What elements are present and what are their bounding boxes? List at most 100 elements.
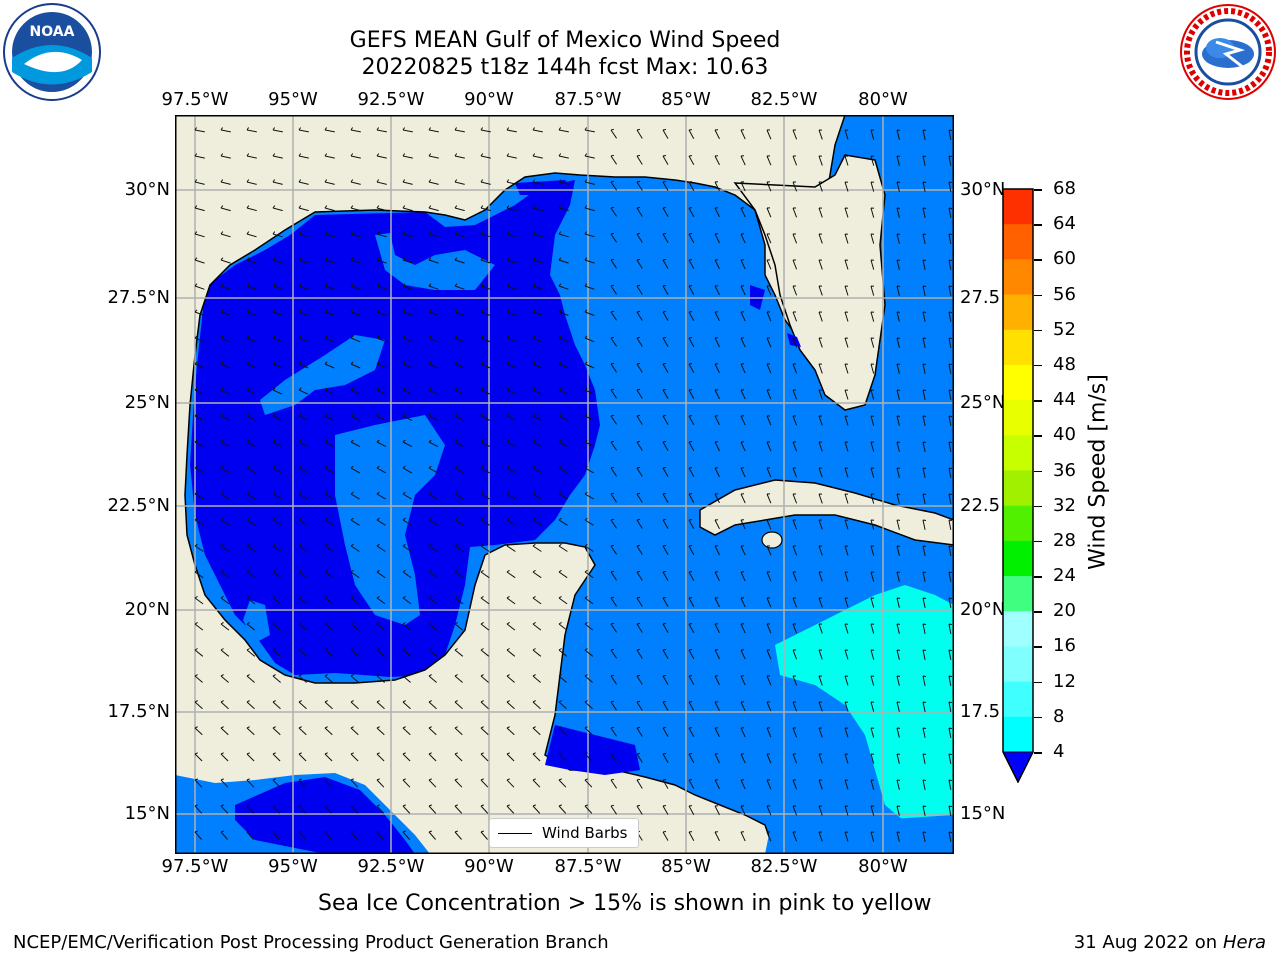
wind-barb bbox=[766, 571, 772, 582]
wind-barb-flag bbox=[350, 127, 354, 131]
wind-barb bbox=[402, 675, 411, 683]
wind-barb-flag bbox=[584, 648, 588, 651]
wind-barb bbox=[818, 441, 823, 452]
wind-barb bbox=[324, 545, 334, 552]
lon-tick-bottom: 92.5°W bbox=[357, 856, 425, 877]
wind-barb bbox=[532, 467, 542, 474]
wind-barb bbox=[714, 545, 720, 556]
wind-barb-flag bbox=[948, 493, 953, 496]
wind-barb bbox=[298, 727, 307, 736]
wind-barb bbox=[298, 259, 309, 264]
wind-barb bbox=[454, 701, 463, 710]
wind-barb bbox=[844, 753, 849, 764]
wind-barb-flag bbox=[506, 127, 510, 131]
wind-barb-flag bbox=[454, 153, 458, 157]
wind-barb-flag bbox=[662, 285, 667, 287]
wind-barb-flag bbox=[376, 621, 380, 625]
wind-barb bbox=[610, 363, 618, 373]
wind-barb-flag bbox=[194, 205, 198, 209]
wind-barb-flag bbox=[948, 831, 953, 834]
wind-barb bbox=[870, 285, 875, 296]
wind-barb bbox=[454, 831, 462, 840]
lon-tick-bottom: 80°W bbox=[858, 856, 908, 877]
wind-barb-flag bbox=[402, 309, 406, 313]
wind-barb bbox=[688, 181, 695, 192]
wind-barb-flag bbox=[324, 830, 328, 833]
wind-barb-flag bbox=[402, 830, 406, 833]
wind-barb-flag bbox=[558, 179, 562, 183]
wind-barb-flag bbox=[454, 335, 458, 339]
wind-barb bbox=[402, 779, 411, 788]
wind-barb bbox=[610, 649, 618, 659]
colorbar-tick-mark bbox=[1034, 364, 1042, 367]
wind-barb-flag bbox=[272, 804, 276, 807]
wind-barb-flag bbox=[948, 597, 953, 600]
wind-barb bbox=[194, 597, 204, 605]
wind-barb bbox=[558, 467, 568, 474]
wind-barb bbox=[792, 701, 798, 712]
wind-barb bbox=[636, 285, 643, 295]
wind-barb bbox=[818, 701, 823, 712]
wind-barb bbox=[844, 701, 849, 712]
wind-barb-flag bbox=[948, 623, 953, 626]
wind-barb bbox=[246, 805, 255, 814]
wind-barb bbox=[714, 155, 720, 166]
wind-barb bbox=[454, 207, 465, 212]
wind-barb-flag bbox=[610, 180, 615, 183]
wind-barb-flag bbox=[480, 179, 484, 183]
wind-barb-flag bbox=[636, 440, 641, 443]
wind-barb bbox=[194, 415, 205, 421]
wind-barb-flag bbox=[922, 727, 927, 729]
wind-barb-flag bbox=[246, 127, 250, 131]
wind-barb bbox=[194, 545, 204, 552]
wind-barb bbox=[714, 259, 720, 270]
wind-barb bbox=[402, 181, 413, 185]
lon-tick-top: 90°W bbox=[464, 89, 514, 110]
wind-barb-flag bbox=[324, 804, 328, 807]
wind-barb bbox=[636, 129, 643, 139]
wind-barb-flag bbox=[532, 205, 536, 209]
wind-barb-flag bbox=[922, 285, 927, 287]
wind-barb-flag bbox=[402, 231, 406, 235]
wind-barb bbox=[662, 493, 669, 503]
wind-barb bbox=[792, 337, 798, 348]
wind-barb bbox=[922, 623, 926, 634]
wind-barb bbox=[922, 285, 926, 296]
wind-barb bbox=[766, 467, 772, 478]
wind-barb-flag bbox=[194, 674, 198, 677]
wind-barb bbox=[844, 233, 849, 244]
wind-barb bbox=[792, 727, 798, 738]
wind-barb bbox=[792, 753, 798, 764]
wind-barb bbox=[610, 129, 618, 139]
wind-barb bbox=[220, 181, 231, 185]
wind-barb bbox=[948, 181, 952, 192]
wind-barb bbox=[584, 597, 594, 605]
wind-barb bbox=[922, 467, 926, 478]
wind-barb-flag bbox=[272, 179, 276, 183]
wind-barb-flag bbox=[558, 439, 562, 443]
wind-barb bbox=[896, 649, 900, 660]
wind-barb bbox=[454, 311, 465, 316]
wind-barb bbox=[714, 441, 720, 452]
wind-barb bbox=[558, 623, 568, 631]
honduras-ocean bbox=[765, 805, 954, 854]
wind-barb-flag bbox=[272, 465, 276, 469]
wind-barb-flag bbox=[376, 257, 380, 261]
wind-barb bbox=[402, 363, 413, 369]
footer-date-text: 31 Aug 2022 on bbox=[1073, 932, 1218, 953]
wind-barb bbox=[896, 623, 900, 634]
wind-barb-flag bbox=[350, 621, 354, 625]
wind-barb-flag bbox=[948, 441, 953, 444]
wind-barb-flag bbox=[350, 752, 354, 755]
wind-barb bbox=[558, 727, 567, 736]
wind-barb bbox=[506, 311, 517, 316]
wind-barb bbox=[662, 675, 669, 685]
wind-barb-flag bbox=[584, 413, 588, 417]
wind-barb bbox=[922, 727, 926, 738]
wind-barb-flag bbox=[350, 569, 354, 573]
wind-barb-flag bbox=[506, 257, 510, 261]
wind-barb bbox=[480, 441, 491, 448]
wind-barb-flag bbox=[610, 596, 615, 599]
wind-barb bbox=[948, 753, 952, 764]
wind-barb bbox=[714, 675, 720, 686]
